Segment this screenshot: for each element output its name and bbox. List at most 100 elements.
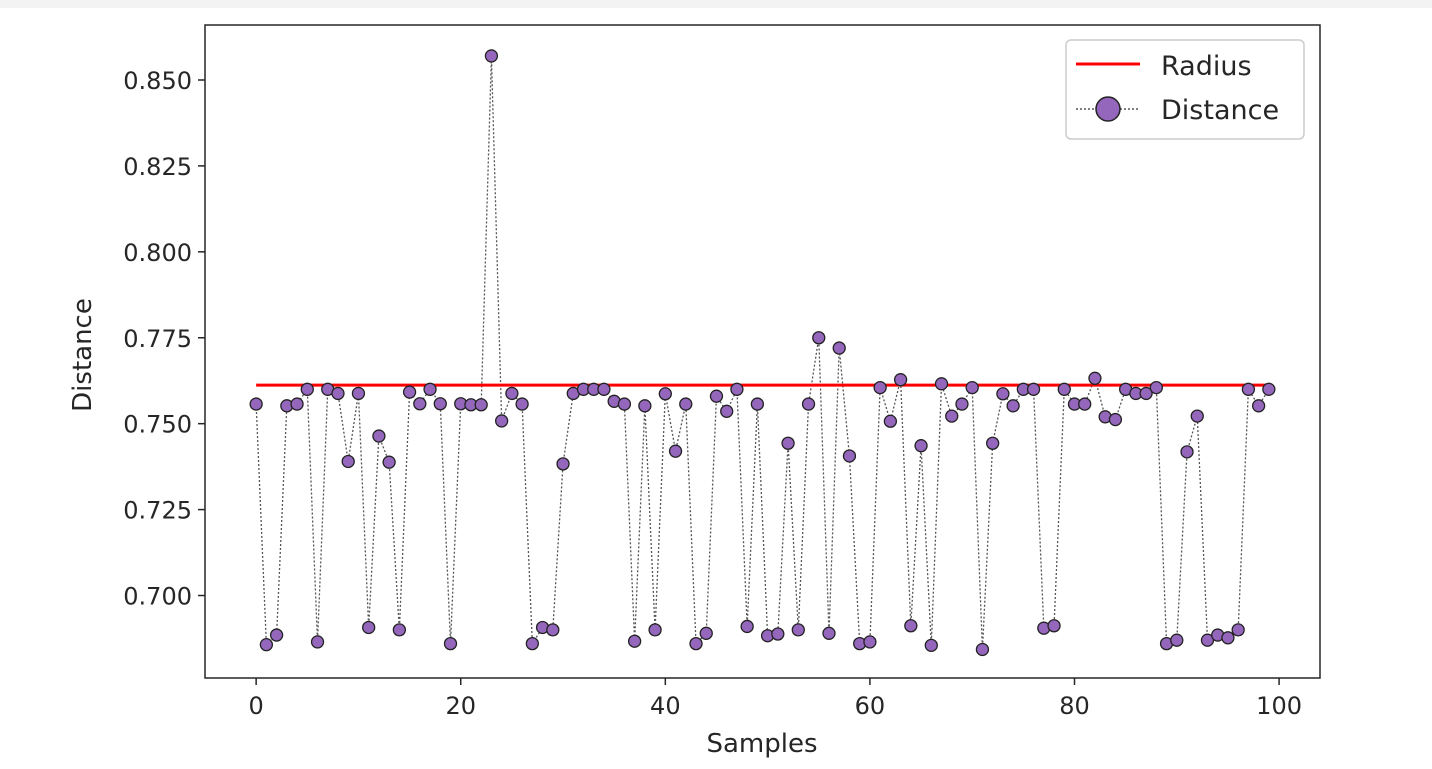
distance-point xyxy=(924,638,938,652)
distance-point xyxy=(372,429,386,443)
x-tick-label: 100 xyxy=(1256,692,1302,720)
distance-point xyxy=(1190,409,1204,423)
distance-point xyxy=(1251,399,1266,413)
distance-point xyxy=(597,382,611,396)
distance-point xyxy=(627,634,642,648)
y-tick-label: 0.850 xyxy=(123,67,192,95)
distance-point xyxy=(863,635,877,649)
distance-point xyxy=(341,454,355,469)
distance-point xyxy=(965,380,979,395)
x-axis: 0 20 40 60 80 100 xyxy=(249,678,1302,720)
distance-point xyxy=(1088,371,1102,385)
distance-point xyxy=(730,382,744,396)
distance-point xyxy=(679,397,693,411)
y-axis: 0.700 0.725 0.750 0.775 0.800 0.825 0.850 xyxy=(123,67,205,611)
distance-point xyxy=(494,414,509,428)
distance-point xyxy=(648,623,662,637)
distance-point xyxy=(1108,412,1123,427)
distance-point xyxy=(832,341,846,355)
distance-point xyxy=(873,380,887,395)
y-tick-label: 0.800 xyxy=(123,239,192,267)
x-axis-label: Samples xyxy=(706,729,817,759)
distance-point xyxy=(975,642,990,657)
distance-point xyxy=(413,397,427,411)
top-strip xyxy=(0,0,1432,8)
distance-point xyxy=(709,389,724,403)
distance-point xyxy=(1262,382,1276,396)
distance-point xyxy=(1139,386,1153,401)
y-axis-label: Distance xyxy=(68,298,98,412)
distance-point xyxy=(249,397,263,411)
distance-point xyxy=(801,397,816,411)
legend-distance-marker xyxy=(1095,96,1121,122)
distance-point xyxy=(1057,382,1071,396)
distance-point xyxy=(1170,633,1184,647)
y-tick-label: 0.750 xyxy=(123,411,192,439)
distance-point xyxy=(842,449,857,463)
distance-point xyxy=(893,373,908,387)
distance-point xyxy=(996,387,1010,401)
distance-point xyxy=(310,635,325,649)
distance-point xyxy=(362,620,376,635)
distance-point xyxy=(1149,380,1163,395)
distance-point xyxy=(1200,633,1215,647)
distance-point xyxy=(1078,397,1092,411)
distance-point xyxy=(300,382,314,396)
y-tick-label: 0.725 xyxy=(123,497,192,525)
distance-point xyxy=(812,331,826,345)
distance-point xyxy=(617,397,632,411)
distance-point xyxy=(1241,382,1256,396)
distance-point xyxy=(934,377,949,391)
distance-point xyxy=(699,626,713,640)
distance-point xyxy=(474,398,488,412)
distance-point xyxy=(720,404,734,418)
distance-point xyxy=(525,636,539,651)
distance-point xyxy=(423,382,437,396)
distance-point xyxy=(1006,399,1020,413)
distance-point xyxy=(1221,631,1235,645)
distance-point xyxy=(433,397,447,411)
legend-distance-label: Distance xyxy=(1161,95,1279,126)
distance-point xyxy=(331,386,345,401)
legend-radius-label: Radius xyxy=(1161,51,1252,82)
x-tick-label: 40 xyxy=(650,692,681,720)
distance-point xyxy=(658,387,672,401)
distance-point xyxy=(1180,445,1194,459)
distance-point xyxy=(443,636,458,651)
distance-point xyxy=(986,436,1000,450)
distance-point xyxy=(904,619,918,633)
distance-point xyxy=(689,636,703,651)
distance-point xyxy=(740,619,754,634)
distance-point xyxy=(1026,382,1041,396)
distance-point xyxy=(556,457,570,471)
distance-line xyxy=(255,55,1270,650)
y-tick-label: 0.825 xyxy=(123,153,192,181)
distance-point xyxy=(791,623,805,637)
distance-point xyxy=(546,623,560,637)
y-tick-label: 0.700 xyxy=(123,583,192,611)
distance-point xyxy=(638,399,652,413)
distance-point xyxy=(402,385,417,399)
distance-point xyxy=(1047,619,1061,633)
x-tick-label: 80 xyxy=(1059,692,1090,720)
distance-point xyxy=(351,386,366,401)
distance-point xyxy=(771,627,785,641)
series-layer xyxy=(249,49,1276,657)
distance-point xyxy=(781,436,795,450)
distance-point xyxy=(822,626,836,640)
distance-point xyxy=(484,49,499,63)
distance-point xyxy=(259,638,274,652)
distance-point xyxy=(392,623,407,637)
distance-point xyxy=(750,397,765,411)
x-tick-label: 20 xyxy=(445,692,476,720)
distance-point xyxy=(1231,623,1245,637)
distance-point xyxy=(515,397,529,411)
y-tick-label: 0.775 xyxy=(123,325,192,353)
distance-point xyxy=(945,409,959,423)
distance-point xyxy=(382,455,396,469)
distance-point xyxy=(505,386,519,401)
distance-point xyxy=(955,397,969,411)
x-tick-label: 60 xyxy=(855,692,886,720)
distance-point xyxy=(883,414,898,428)
